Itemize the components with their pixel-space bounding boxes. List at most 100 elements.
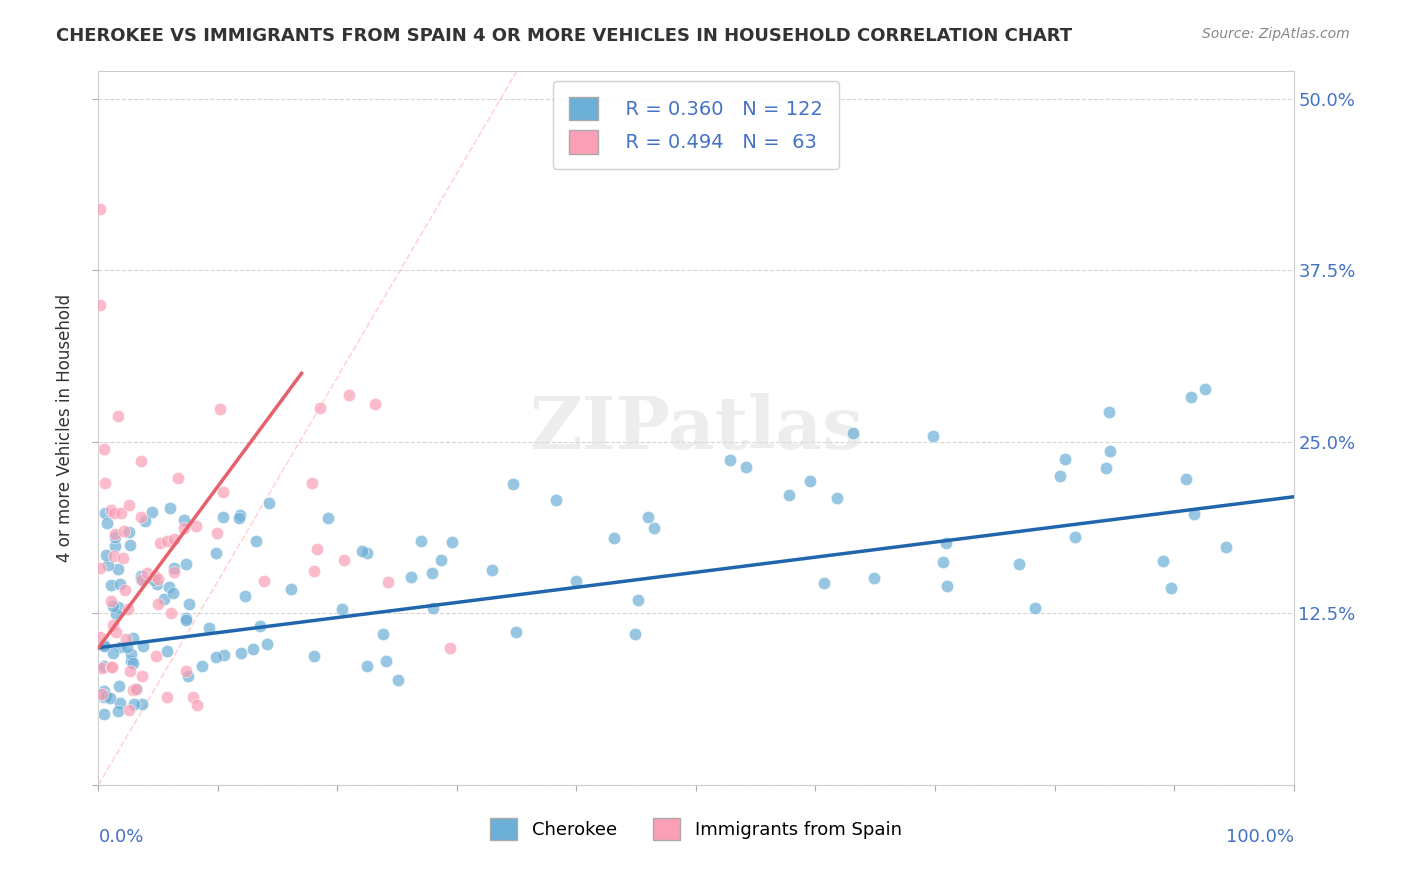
Text: Source: ZipAtlas.com: Source: ZipAtlas.com	[1202, 27, 1350, 41]
Point	[89, 202, 111, 216]
Point	[107, 409, 129, 424]
Point	[546, 493, 568, 508]
Point	[842, 426, 865, 441]
Point	[302, 648, 325, 663]
Point	[174, 613, 197, 627]
Point	[89, 631, 111, 645]
Point	[157, 580, 180, 594]
Point	[132, 639, 155, 653]
Point	[1008, 558, 1031, 572]
Point	[177, 669, 200, 683]
Point	[110, 506, 132, 520]
Point	[204, 546, 226, 560]
Point	[429, 553, 451, 567]
Point	[825, 491, 848, 505]
Legend: Cherokee, Immigrants from Spain: Cherokee, Immigrants from Spain	[484, 811, 908, 847]
Point	[1182, 508, 1205, 522]
Point	[174, 557, 197, 571]
Point	[214, 648, 236, 662]
Point	[101, 646, 124, 660]
Point	[256, 637, 278, 651]
Point	[142, 573, 165, 587]
Point	[93, 639, 115, 653]
Point	[122, 697, 145, 711]
Point	[145, 648, 167, 663]
Point	[603, 532, 626, 546]
Point	[108, 576, 131, 591]
Point	[371, 627, 394, 641]
Point	[364, 397, 387, 411]
Point	[1098, 405, 1121, 419]
Point	[1099, 444, 1122, 458]
Point	[778, 488, 800, 502]
Point	[100, 660, 122, 674]
Point	[481, 563, 503, 577]
Point	[134, 514, 156, 528]
Point	[1215, 540, 1237, 554]
Point	[356, 659, 378, 673]
Text: 100.0%: 100.0%	[1226, 828, 1294, 846]
Point	[96, 516, 118, 530]
Point	[101, 659, 124, 673]
Point	[228, 510, 250, 524]
Point	[205, 650, 228, 665]
Point	[166, 471, 188, 485]
Point	[103, 506, 125, 520]
Point	[439, 641, 461, 656]
Point	[209, 401, 232, 416]
Point	[1053, 451, 1076, 466]
Point	[156, 644, 179, 658]
Point	[131, 574, 153, 588]
Point	[112, 524, 135, 538]
Point	[101, 599, 124, 613]
Point	[350, 543, 373, 558]
Point	[122, 657, 145, 671]
Point	[129, 510, 152, 524]
Point	[145, 577, 167, 591]
Point	[93, 659, 115, 673]
Point	[103, 618, 125, 632]
Point	[105, 607, 128, 621]
Point	[107, 600, 129, 615]
Point	[253, 574, 276, 589]
Point	[174, 611, 197, 625]
Point	[181, 690, 204, 704]
Point	[333, 552, 356, 566]
Point	[115, 640, 138, 654]
Point	[104, 539, 127, 553]
Point	[156, 534, 179, 549]
Point	[799, 474, 821, 488]
Point	[114, 583, 136, 598]
Point	[93, 684, 115, 698]
Point	[149, 536, 172, 550]
Point	[129, 568, 152, 582]
Point	[156, 690, 179, 704]
Point	[159, 606, 181, 620]
Point	[129, 572, 152, 586]
Point	[409, 533, 432, 548]
Point	[131, 669, 153, 683]
Point	[356, 546, 378, 560]
Point	[100, 594, 122, 608]
Point	[93, 442, 115, 457]
Point	[1063, 530, 1085, 544]
Point	[735, 460, 758, 475]
Point	[104, 624, 127, 639]
Point	[186, 518, 208, 533]
Point	[623, 627, 645, 641]
Point	[94, 475, 117, 490]
Point	[120, 654, 142, 668]
Point	[89, 298, 111, 312]
Point	[245, 534, 267, 549]
Point	[308, 401, 330, 415]
Point	[89, 561, 111, 575]
Point	[118, 537, 141, 551]
Point	[120, 664, 142, 678]
Point	[104, 530, 127, 544]
Point	[91, 660, 114, 674]
Point	[93, 639, 115, 653]
Point	[125, 681, 148, 696]
Point	[1194, 382, 1216, 396]
Point	[117, 601, 139, 615]
Point	[207, 526, 229, 541]
